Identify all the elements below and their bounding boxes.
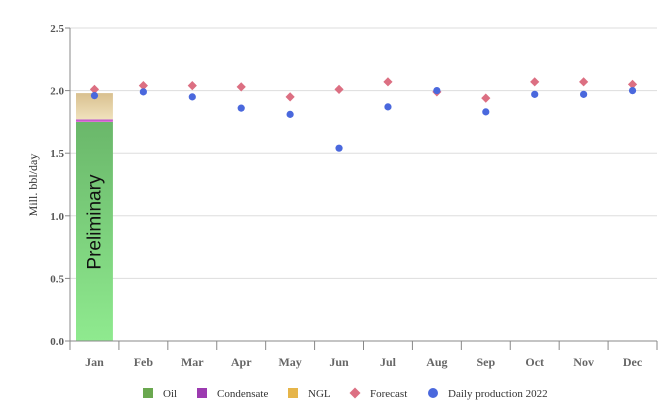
x-tick-label: Oct (525, 355, 544, 369)
legend: Oil Condensate NGL Forecast Daily production… (143, 387, 548, 400)
forecast-point-feb (138, 80, 148, 91)
x-tick-label: Nov (573, 355, 594, 369)
gridlines (70, 27, 657, 279)
forecast-point-apr (236, 82, 246, 92)
x-tick-label: Mar (181, 355, 204, 369)
x-axis-ticks: Jan Feb Mar Apr May Jun Jul Aug Sep Oct Nov Dec (85, 355, 643, 369)
y-axis-label: Mill. bbl/day (26, 154, 40, 217)
x-tick-label: Jul (380, 355, 397, 369)
production-point-jul (384, 103, 392, 111)
legend-swatch-condensate (197, 388, 207, 398)
legend-label-forecast: Forecast (370, 388, 407, 400)
forecast-point-jun (334, 84, 344, 94)
production-point-may (286, 110, 294, 118)
legend-label-oil: Oil (163, 388, 177, 400)
y-tick-label: 1.0 (50, 211, 64, 223)
legend-swatch-oil (143, 388, 153, 398)
forecast-point-may (285, 92, 295, 102)
x-axis (69, 340, 658, 350)
production-point-sep (482, 108, 490, 116)
y-tick-label: 1.5 (50, 148, 64, 160)
y-axis-ticks: 0.0 0.5 1.0 1.5 2.0 2.5 (50, 23, 71, 348)
bar-condensate-jan (76, 119, 113, 122)
x-tick-label: Dec (623, 355, 643, 369)
legend-swatch-daily-production-2022 (428, 388, 438, 398)
production-point-mar (188, 93, 196, 101)
x-tick-label: Apr (231, 355, 252, 369)
forecast-point-dec (627, 79, 638, 89)
x-tick-label: Jun (329, 355, 349, 369)
production-point-apr (237, 104, 245, 112)
legend-swatch-forecast (349, 387, 361, 399)
production-point-feb (139, 88, 147, 96)
x-tick-label: May (278, 355, 301, 369)
forecast-point-sep (481, 93, 491, 103)
production-point-oct (531, 90, 539, 98)
forecast-point-nov (579, 77, 589, 87)
y-tick-label: 0.0 (50, 336, 64, 348)
x-tick-label: Sep (476, 355, 495, 369)
legend-label-ngl: NGL (308, 388, 331, 400)
x-tick-label: Aug (426, 355, 447, 369)
bar-oil-jan (76, 121, 113, 342)
production-point-dec (628, 87, 637, 95)
forecast-point-oct (530, 77, 540, 87)
forecast-point-jul (383, 77, 393, 87)
y-tick-label: 2.5 (50, 23, 64, 35)
x-tick-label: Feb (134, 355, 154, 369)
legend-label-condensate: Condensate (217, 388, 268, 400)
production-point-jun (335, 144, 343, 152)
preliminary-annotation: Preliminary (84, 174, 105, 270)
production-point-nov (580, 90, 588, 98)
x-tick-label: Jan (85, 355, 104, 369)
forecast-point-jan (89, 84, 100, 94)
y-tick-label: 0.5 (50, 273, 64, 285)
data-points (89, 77, 638, 152)
legend-label-daily-production-2022: Daily production 2022 (448, 388, 548, 400)
production-point-jan (90, 92, 99, 100)
legend-swatch-ngl (288, 388, 298, 398)
production-point-aug (433, 87, 441, 95)
forecast-point-mar (187, 80, 197, 91)
y-tick-label: 2.0 (50, 86, 64, 98)
stacked-bars (76, 93, 113, 342)
